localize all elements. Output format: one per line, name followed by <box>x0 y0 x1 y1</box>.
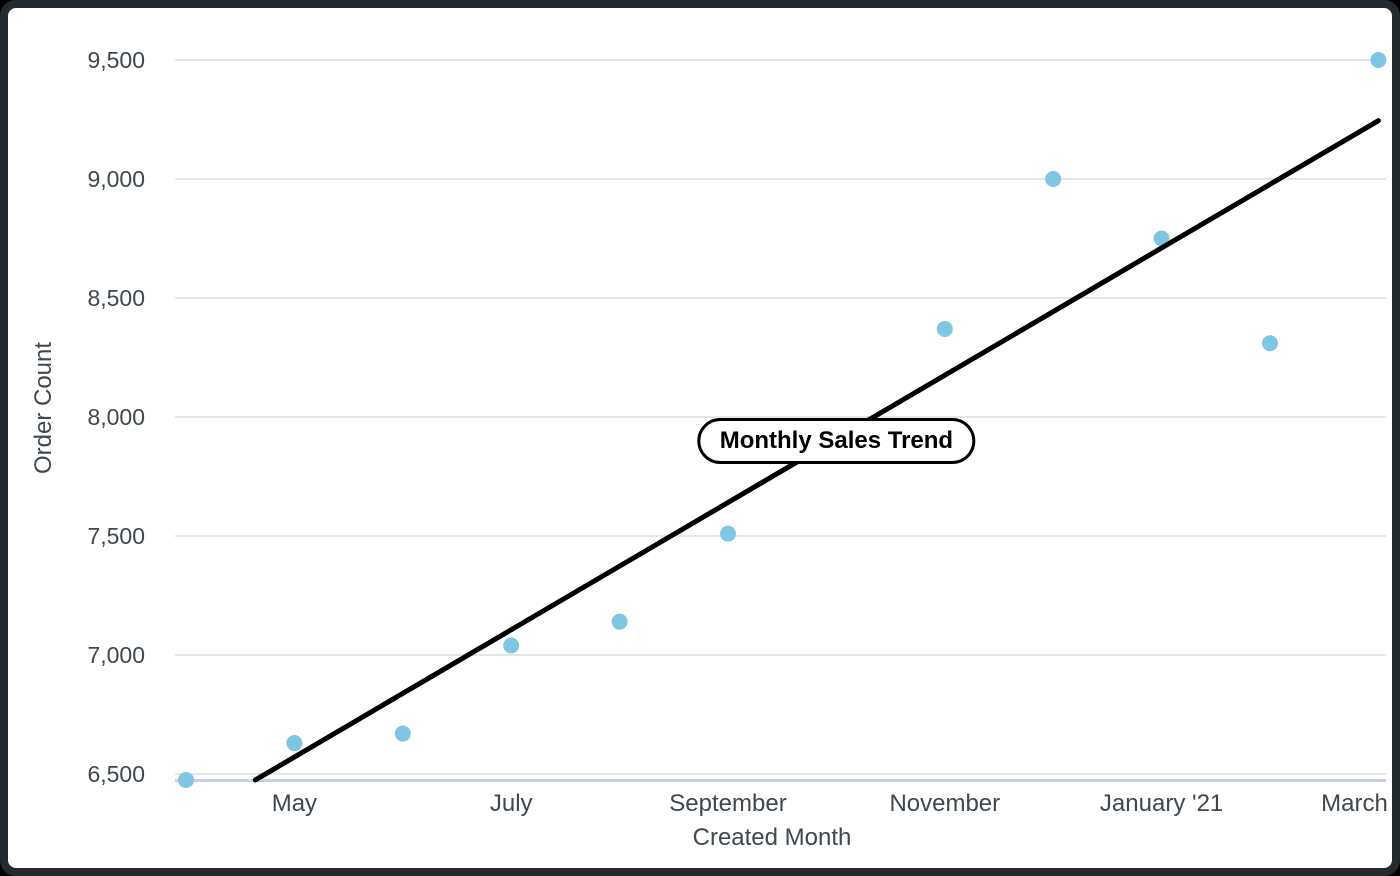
data-point[interactable] <box>286 735 303 752</box>
data-point[interactable] <box>1370 52 1387 68</box>
y-tick-label: 9,000 <box>87 166 145 192</box>
scatter-chart: 6,500 7,000 7,500 8,000 8,500 9,000 9,500 May J… <box>8 8 1392 868</box>
x-tick-label: November <box>889 790 1001 817</box>
y-tick-label: 7,500 <box>87 523 145 549</box>
y-tick-label: 7,000 <box>87 642 145 668</box>
y-tick-label: 9,500 <box>87 47 145 73</box>
data-point[interactable] <box>178 771 194 788</box>
data-point[interactable] <box>394 725 411 742</box>
x-tick-label: January '21 <box>1099 790 1224 817</box>
x-tick-label: July <box>489 790 533 817</box>
data-point[interactable] <box>1262 335 1278 352</box>
trend-annotation-pill: Monthly Sales Trend <box>697 417 976 464</box>
data-point[interactable] <box>1045 171 1062 187</box>
data-point[interactable] <box>936 320 953 337</box>
x-axis-title: Created Month <box>692 824 852 851</box>
y-axis-title: Order Count <box>30 341 57 475</box>
x-tick-label: September <box>669 790 787 817</box>
y-tick-label: 8,500 <box>87 285 145 311</box>
y-tick-label: 6,500 <box>87 761 145 787</box>
data-point[interactable] <box>720 525 736 542</box>
data-point[interactable] <box>503 637 520 654</box>
x-tick-label: March <box>1321 790 1388 817</box>
y-tick-label: 8,000 <box>87 404 145 430</box>
data-point[interactable] <box>1153 230 1170 247</box>
data-point[interactable] <box>611 613 628 630</box>
x-tick-label: May <box>271 790 318 817</box>
